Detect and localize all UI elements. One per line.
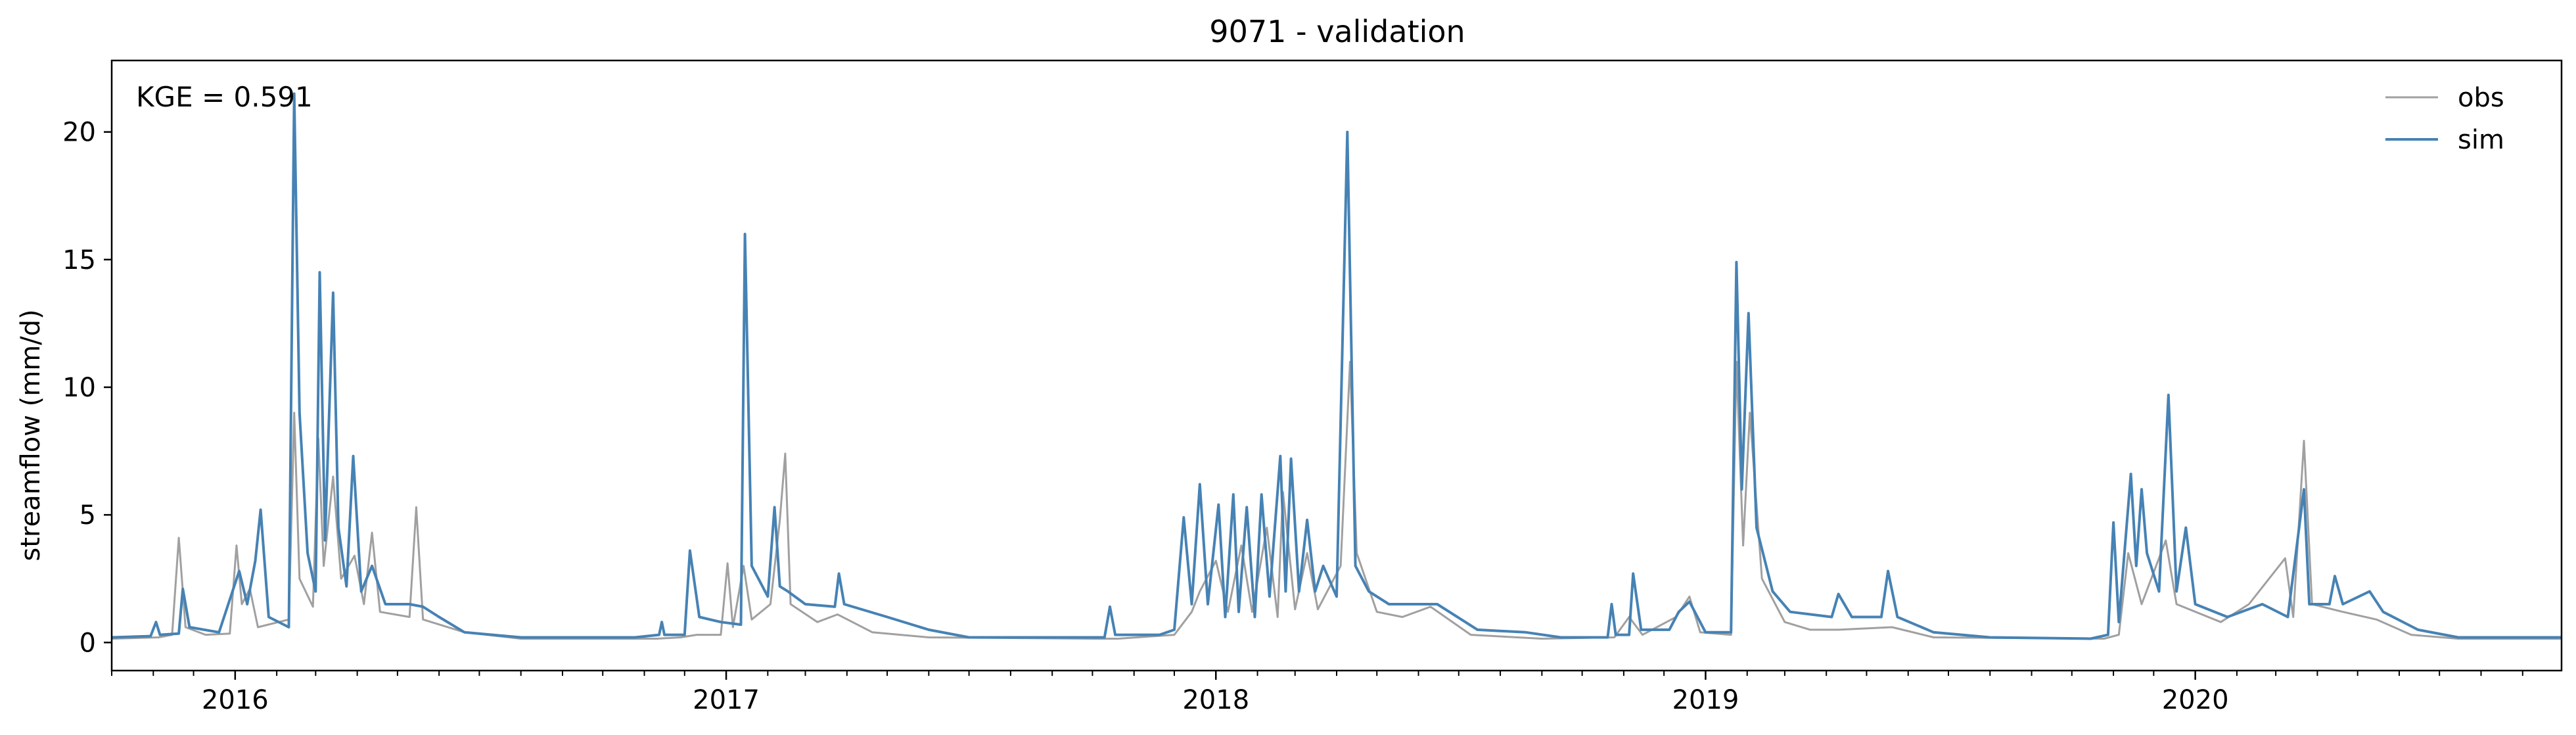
- y-tick-label: 5: [80, 500, 96, 531]
- legend-obs-label: obs: [2458, 83, 2504, 113]
- chart-title: 9071 - validation: [1209, 14, 1465, 49]
- legend: obs sim: [2385, 83, 2504, 155]
- y-axis-label: streamflow (mm/d): [16, 309, 46, 561]
- x-tick-label: 2016: [202, 685, 269, 715]
- plot-frame: [110, 59, 2563, 672]
- x-tick-label: 2017: [693, 685, 760, 715]
- y-tick-label: 20: [62, 118, 96, 148]
- y-tick-label: 15: [62, 245, 96, 275]
- x-tick-label: 2019: [1672, 685, 1739, 715]
- y-tick-label: 0: [80, 628, 96, 658]
- x-axis-ticks: 2016 2017 2018 2019 2020: [111, 671, 2523, 715]
- y-tick-label: 10: [62, 373, 96, 403]
- plot-lines: [111, 92, 2562, 640]
- y-axis-ticks: 0 5 10 15 20: [62, 118, 112, 658]
- legend-sim-label: sim: [2458, 125, 2504, 155]
- series-sim-line: [111, 92, 2562, 640]
- kge-annotation: KGE = 0.591: [136, 81, 313, 113]
- x-tick-label: 2020: [2162, 685, 2229, 715]
- x-tick-label: 2018: [1182, 685, 1249, 715]
